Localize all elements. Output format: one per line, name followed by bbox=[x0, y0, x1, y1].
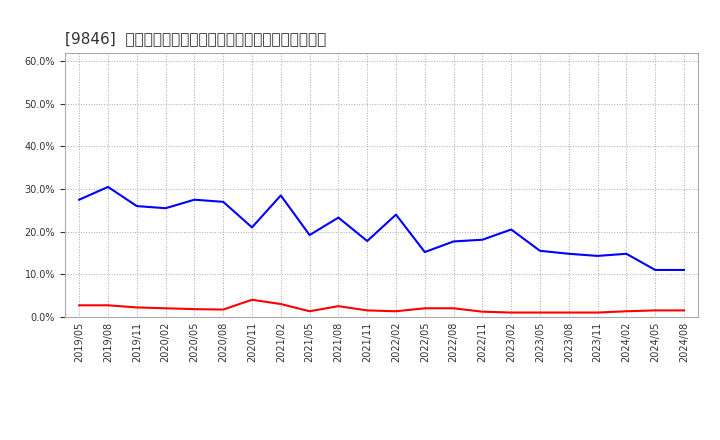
現須金 bbox=[507, 310, 516, 315]
現須金 bbox=[622, 308, 631, 314]
有利子負債 bbox=[449, 239, 458, 244]
現須金 bbox=[190, 307, 199, 312]
現須金 bbox=[219, 307, 228, 312]
現須金 bbox=[276, 301, 285, 307]
有利子負債 bbox=[478, 237, 487, 242]
有利子負債 bbox=[622, 251, 631, 257]
有利子負債 bbox=[564, 251, 573, 257]
有利子負債 bbox=[363, 238, 372, 244]
有利子負債 bbox=[420, 249, 429, 255]
有利子負債 bbox=[276, 193, 285, 198]
有利子負債 bbox=[651, 268, 660, 273]
有利子負債 bbox=[593, 253, 602, 259]
有利子負債 bbox=[248, 225, 256, 230]
有利子負債 bbox=[680, 268, 688, 273]
現須金 bbox=[593, 310, 602, 315]
現須金 bbox=[536, 310, 544, 315]
現須金 bbox=[363, 308, 372, 313]
有利子負債 bbox=[305, 232, 314, 238]
有利子負債 bbox=[334, 215, 343, 220]
有利子負債 bbox=[536, 248, 544, 253]
有利子負債 bbox=[104, 184, 112, 190]
現須金 bbox=[449, 306, 458, 311]
現須金 bbox=[392, 308, 400, 314]
有利子負債 bbox=[132, 203, 141, 209]
現須金 bbox=[564, 310, 573, 315]
Line: 現須金: 現須金 bbox=[79, 300, 684, 312]
有利子負債 bbox=[75, 197, 84, 202]
Line: 有利子負債: 有利子負債 bbox=[79, 187, 684, 270]
現須金 bbox=[104, 303, 112, 308]
Text: [9846]  現須金、有利子負債の総資産に対する比率の推移: [9846] 現須金、有利子負債の総資産に対する比率の推移 bbox=[65, 31, 326, 46]
現須金 bbox=[334, 304, 343, 309]
現須金 bbox=[248, 297, 256, 302]
有利子負債 bbox=[161, 205, 170, 211]
現須金 bbox=[478, 309, 487, 314]
現須金 bbox=[161, 306, 170, 311]
現須金 bbox=[680, 308, 688, 313]
現須金 bbox=[132, 305, 141, 310]
現須金 bbox=[305, 308, 314, 314]
有利子負債 bbox=[190, 197, 199, 202]
現須金 bbox=[420, 306, 429, 311]
現須金 bbox=[651, 308, 660, 313]
現須金 bbox=[75, 303, 84, 308]
有利子負債 bbox=[507, 227, 516, 232]
有利子負債 bbox=[219, 199, 228, 205]
有利子負債 bbox=[392, 212, 400, 217]
